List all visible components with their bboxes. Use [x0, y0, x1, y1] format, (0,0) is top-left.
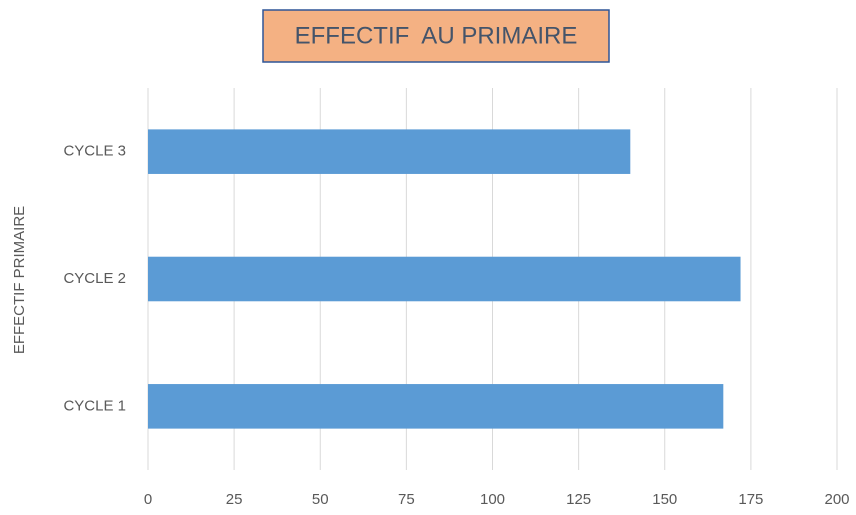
x-tick-label: 200	[824, 491, 849, 508]
x-tick-label: 0	[144, 491, 152, 508]
x-tick-label: 100	[480, 491, 505, 508]
y-tick-label: CYCLE 3	[63, 143, 126, 160]
bar	[148, 384, 724, 429]
x-tick-label: 125	[566, 491, 591, 508]
x-tick-label: 75	[398, 491, 415, 508]
x-tick-label: 25	[226, 491, 243, 508]
bar	[148, 256, 741, 302]
y-axis-label: EFFECTIF PRIMAIRE	[11, 206, 28, 354]
title-box	[262, 9, 610, 63]
bar	[148, 129, 631, 174]
x-tick-label: 175	[738, 491, 763, 508]
x-tick-label: 150	[652, 491, 677, 508]
x-tick-label: 50	[312, 491, 329, 508]
y-tick-label: CYCLE 2	[63, 270, 126, 287]
chart-title: EFFECTIF AU PRIMAIRE	[295, 22, 578, 49]
y-tick-label: CYCLE 1	[63, 397, 126, 414]
